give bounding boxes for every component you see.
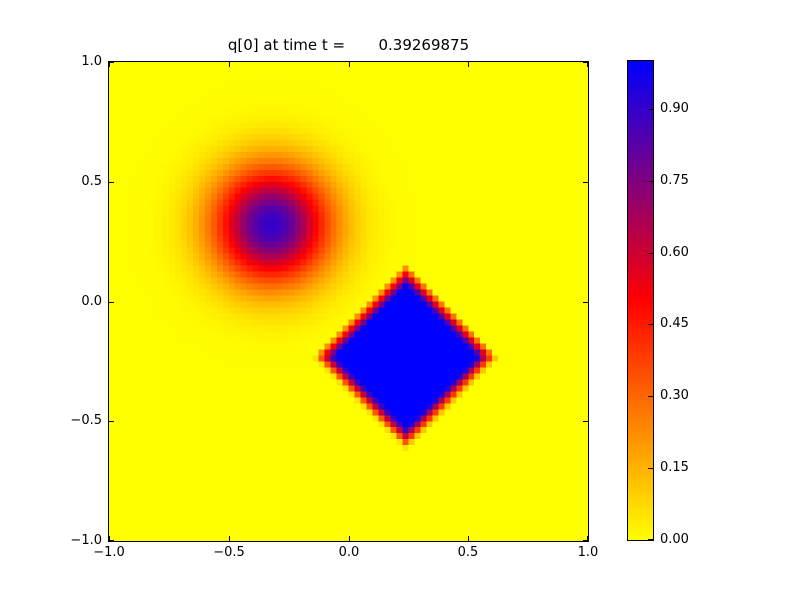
colorbar-tick-label: 0.00 — [660, 532, 689, 547]
x-tick-bottom — [587, 536, 588, 541]
colorbar-tick — [648, 109, 653, 110]
colorbar-tick-label: 0.15 — [660, 460, 689, 475]
colorbar-tick — [648, 539, 653, 540]
plot-title: q[0] at time t = 0.39269875 — [227, 36, 470, 54]
colorbar-gradient — [628, 61, 653, 540]
y-tick-right — [583, 540, 588, 541]
colorbar-tick-label: 0.75 — [660, 173, 689, 188]
y-tick-right — [583, 421, 588, 422]
y-tick-left — [109, 182, 114, 183]
x-tick-top — [587, 62, 588, 67]
y-tick-label: 0.5 — [81, 174, 102, 189]
colorbar-tick — [648, 468, 653, 469]
y-tick-label: 0.0 — [81, 294, 102, 309]
colorbar — [627, 60, 654, 541]
x-tick-label: 1.0 — [577, 545, 599, 560]
x-tick-label: 0.5 — [457, 545, 479, 560]
y-tick-left — [109, 302, 114, 303]
colorbar-tick-label: 0.90 — [660, 101, 689, 116]
x-tick-bottom — [349, 536, 350, 541]
x-tick-bottom — [109, 536, 110, 541]
y-tick-label: −1.0 — [70, 533, 102, 548]
colorbar-tick — [648, 253, 653, 254]
x-tick-label: 0.0 — [338, 545, 360, 560]
y-tick-label: −0.5 — [70, 413, 102, 428]
colorbar-tick-label: 0.45 — [660, 316, 689, 331]
colorbar-tick — [648, 396, 653, 397]
x-tick-label: −1.0 — [93, 545, 125, 560]
y-tick-right — [583, 302, 588, 303]
x-tick-label: −0.5 — [213, 545, 245, 560]
x-tick-bottom — [229, 536, 230, 541]
x-tick-top — [229, 62, 230, 67]
y-tick-label: 1.0 — [81, 54, 102, 69]
y-tick-left — [109, 421, 114, 422]
x-tick-top — [109, 62, 110, 67]
plot-area — [108, 61, 589, 542]
colorbar-tick-label: 0.60 — [660, 245, 689, 260]
y-tick-right — [583, 182, 588, 183]
x-tick-top — [349, 62, 350, 67]
y-tick-right — [583, 62, 588, 63]
colorbar-tick — [648, 181, 653, 182]
y-tick-left — [109, 540, 114, 541]
colorbar-tick — [648, 324, 653, 325]
x-tick-bottom — [468, 536, 469, 541]
x-tick-top — [468, 62, 469, 67]
heatmap-canvas — [109, 62, 588, 541]
y-tick-left — [109, 62, 114, 63]
colorbar-tick-label: 0.30 — [660, 388, 689, 403]
